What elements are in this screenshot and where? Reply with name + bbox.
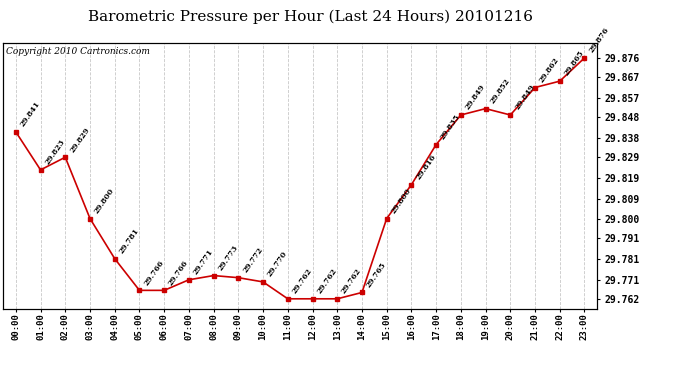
Text: 29.823: 29.823: [43, 138, 66, 166]
Text: 29.800: 29.800: [389, 186, 413, 215]
Text: 29.852: 29.852: [489, 77, 511, 105]
Text: Copyright 2010 Cartronics.com: Copyright 2010 Cartronics.com: [6, 47, 150, 56]
Text: Barometric Pressure per Hour (Last 24 Hours) 20101216: Barometric Pressure per Hour (Last 24 Ho…: [88, 9, 533, 24]
Text: 29.765: 29.765: [365, 261, 388, 289]
Text: 29.816: 29.816: [414, 153, 437, 181]
Text: 29.762: 29.762: [315, 267, 339, 295]
Text: 29.865: 29.865: [562, 50, 586, 78]
Text: 29.862: 29.862: [538, 56, 561, 84]
Text: 29.773: 29.773: [217, 243, 239, 272]
Text: 29.766: 29.766: [167, 258, 190, 287]
Text: 29.770: 29.770: [266, 250, 289, 278]
Text: 29.800: 29.800: [92, 186, 116, 215]
Text: 29.876: 29.876: [587, 26, 611, 54]
Text: 29.766: 29.766: [142, 258, 166, 287]
Text: 29.771: 29.771: [192, 248, 215, 276]
Text: 29.781: 29.781: [117, 226, 141, 255]
Text: 29.835: 29.835: [439, 112, 462, 141]
Text: 29.772: 29.772: [241, 246, 264, 274]
Text: 29.849: 29.849: [464, 83, 487, 111]
Text: 29.762: 29.762: [340, 267, 363, 295]
Text: 29.849: 29.849: [513, 83, 536, 111]
Text: 29.762: 29.762: [290, 267, 314, 295]
Text: 29.829: 29.829: [68, 125, 91, 154]
Text: 29.841: 29.841: [19, 100, 42, 128]
